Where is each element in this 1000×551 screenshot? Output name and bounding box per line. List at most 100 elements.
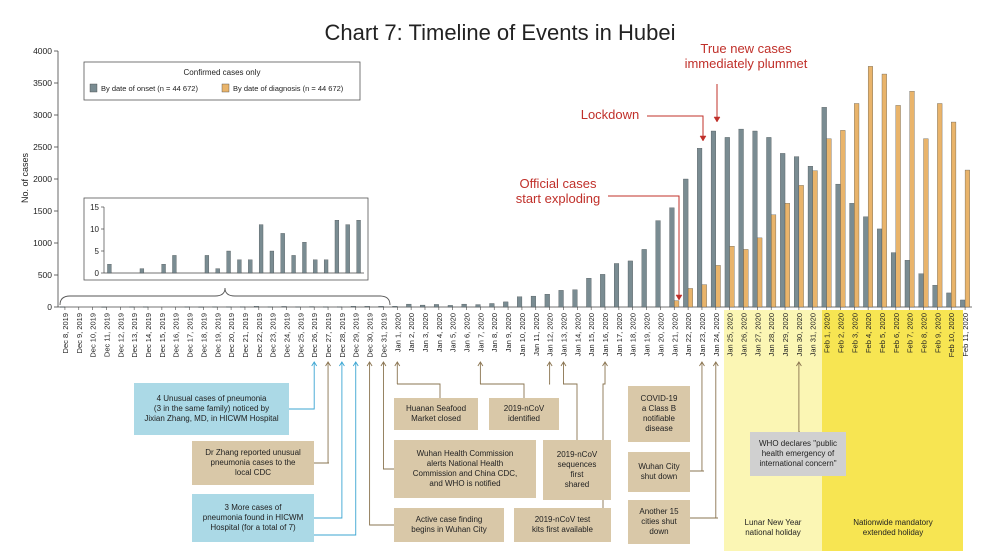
inset-bar-onset xyxy=(334,220,340,274)
y-tick-label: 3000 xyxy=(33,110,52,120)
bar-onset xyxy=(807,166,813,308)
bar-diagnosis xyxy=(798,185,804,308)
bar-diagnosis xyxy=(964,169,970,308)
x-tick-label: Jan 4, 2020 xyxy=(435,313,444,352)
connector-active-case-finding xyxy=(369,362,394,526)
x-tick-label: Feb 5, 2020 xyxy=(878,313,887,353)
event-box-who-emergency: WHO declares "public health emergency of… xyxy=(750,432,846,476)
arrow-lockdown-head xyxy=(699,135,707,142)
connector-reported-cdc-head xyxy=(325,361,331,367)
arrow-plummet-head xyxy=(713,116,721,123)
x-tick-label: Feb 11, 2020 xyxy=(961,313,970,357)
arrow-lockdown xyxy=(647,115,704,141)
x-tick-label: Dec 15, 2019 xyxy=(158,313,167,358)
event-box-ncov-identified: 2019-nCoV identified xyxy=(489,398,559,430)
inset-bar-onset xyxy=(172,255,177,274)
bar-onset xyxy=(489,303,495,308)
x-tick-label: Dec 28, 2019 xyxy=(338,313,347,358)
event-box-3-more-cases: 3 More cases of pneumonia found in HICWM… xyxy=(192,494,314,542)
x-tick-label: Jan 7, 2020 xyxy=(476,313,485,352)
inset-bar-onset xyxy=(323,259,329,274)
bar-onset xyxy=(627,260,633,308)
inset-bar-onset xyxy=(237,259,242,274)
x-tick-label: Dec 19, 2019 xyxy=(213,313,222,358)
event-box-15-cities: Another 15 cities shut down xyxy=(628,500,690,544)
inset-bar-onset xyxy=(258,224,264,274)
bar-onset xyxy=(101,306,107,308)
bar-diagnosis xyxy=(937,103,943,308)
y-tick-label: 500 xyxy=(38,270,52,280)
bar-onset xyxy=(960,299,966,308)
bar-onset xyxy=(226,306,232,308)
bar-onset xyxy=(641,249,647,308)
bar-onset xyxy=(129,306,135,308)
x-tick-label: Jan 18, 2020 xyxy=(629,313,638,356)
bar-diagnosis xyxy=(840,130,846,308)
band-label-lunar: Lunar New Year national holiday xyxy=(744,518,802,537)
inset-y-tick-label: 10 xyxy=(90,225,99,234)
callout-plummet: True new cases immediately plummet xyxy=(684,41,808,71)
bar-onset xyxy=(184,306,190,308)
bar-diagnosis xyxy=(729,246,735,308)
bar-onset xyxy=(683,178,689,308)
x-tick-label: Dec 21, 2019 xyxy=(241,313,250,358)
bar-onset xyxy=(240,306,246,308)
inset-bar-onset xyxy=(226,250,231,274)
connector-sequences-head xyxy=(560,361,567,367)
x-tick-label: Dec 18, 2019 xyxy=(199,313,208,358)
bar-diagnosis xyxy=(923,138,929,308)
inset-y-tick-label: 15 xyxy=(90,203,99,212)
connector-3-more-cases xyxy=(314,362,343,519)
x-tick-label: Dec 13, 2019 xyxy=(130,313,139,358)
x-tick-label: Jan 6, 2020 xyxy=(463,313,472,352)
bar-diagnosis xyxy=(674,300,680,308)
inset-bar-onset xyxy=(345,224,350,274)
bar-diagnosis xyxy=(895,105,901,308)
bar-onset xyxy=(877,228,883,308)
legend-label-onset: By date of onset (n = 44 672) xyxy=(101,84,198,93)
event-box-wuhan-shut-down: Wuhan City shut down xyxy=(628,452,690,492)
bar-onset xyxy=(890,252,896,308)
bar-onset xyxy=(544,294,550,308)
x-tick-label: Jan 13, 2020 xyxy=(559,313,568,356)
bar-onset xyxy=(198,306,204,308)
y-tick-label: 0 xyxy=(47,302,52,312)
event-box-sequences-shared: 2019-nCoV sequences first shared xyxy=(543,440,611,500)
x-tick-label: Jan 23, 2020 xyxy=(698,313,707,356)
bar-diagnosis xyxy=(826,138,832,308)
x-tick-label: Jan 1, 2020 xyxy=(393,313,402,352)
bar-onset xyxy=(212,306,218,308)
bar-diagnosis xyxy=(715,265,721,308)
inset-bar-onset xyxy=(269,250,275,274)
x-tick-label: Jan 25, 2020 xyxy=(726,313,735,356)
x-tick-label: Feb 8, 2020 xyxy=(920,313,929,353)
bar-diagnosis xyxy=(687,288,693,308)
x-tick-label: Feb 6, 2020 xyxy=(892,313,901,353)
x-tick-label: Jan 27, 2020 xyxy=(753,313,762,356)
bar-diagnosis xyxy=(881,73,887,308)
x-tick-label: Jan 28, 2020 xyxy=(767,313,776,356)
event-box-class-b-disease: COVID-19 a Class B notifiable disease xyxy=(628,386,690,442)
x-tick-label: Jan 8, 2020 xyxy=(490,313,499,352)
x-tick-label: Jan 11, 2020 xyxy=(532,313,541,356)
x-tick-label: Dec 11, 2019 xyxy=(102,313,111,357)
bar-onset xyxy=(697,148,703,308)
x-tick-label: Dec 12, 2019 xyxy=(116,313,125,358)
y-tick-label: 1000 xyxy=(33,238,52,248)
x-tick-label: Dec 20, 2019 xyxy=(227,313,236,358)
y-tick-label: 3500 xyxy=(33,78,52,88)
x-tick-label: Feb 2, 2020 xyxy=(836,313,845,353)
connector-4-unusual-cases xyxy=(289,362,315,410)
legend-label-diagnosis: By date of diagnosis (n = 44 672) xyxy=(233,84,344,93)
x-tick-label: Jan 30, 2020 xyxy=(795,313,804,356)
x-tick-label: Dec 26, 2019 xyxy=(310,313,319,358)
bar-onset xyxy=(350,306,356,308)
bar-onset xyxy=(364,306,370,308)
bar-onset xyxy=(710,130,716,308)
connector-dec-29 xyxy=(314,362,357,536)
inset-y-tick-label: 5 xyxy=(95,247,100,256)
bar-onset xyxy=(766,137,772,308)
x-tick-label: Dec 17, 2019 xyxy=(186,313,195,358)
bar-diagnosis xyxy=(854,103,860,308)
legend-frame xyxy=(83,61,361,101)
